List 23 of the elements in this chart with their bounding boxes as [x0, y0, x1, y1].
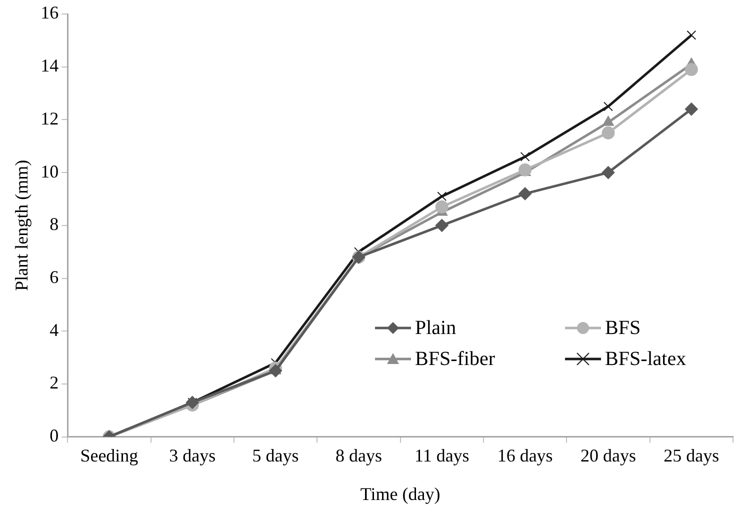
x-tick-label: 25 days: [664, 445, 720, 466]
x-tick-label: 5 days: [252, 445, 299, 466]
x-tick-label: 8 days: [335, 445, 382, 466]
y-tick-label: 4: [50, 320, 59, 340]
y-axis-title: Plant length (mm): [12, 160, 32, 291]
legend-label: Plain: [415, 316, 456, 340]
y-tick-label: 8: [50, 214, 59, 234]
x-axis-title: Time (day): [360, 484, 440, 504]
y-tick-label: 16: [40, 2, 59, 23]
y-tick-label: 10: [40, 161, 59, 182]
x-tick-label: 11 days: [414, 445, 470, 466]
legend-label: BFS-fiber: [415, 348, 495, 371]
y-tick-label: 0: [50, 426, 59, 446]
x-tick-label: 20 days: [580, 445, 636, 466]
y-tick-label: 6: [50, 266, 59, 287]
legend-label: BFS-latex: [605, 348, 686, 371]
y-tick-label: 14: [40, 56, 59, 76]
x-tick-label: 16 days: [497, 445, 553, 466]
y-tick-label: 2: [50, 372, 59, 393]
legend-label: BFS: [605, 316, 641, 340]
x-tick-label: 3 days: [169, 445, 216, 466]
y-tick-label: 12: [40, 108, 59, 128]
x-tick-label: Seeding: [80, 445, 138, 466]
